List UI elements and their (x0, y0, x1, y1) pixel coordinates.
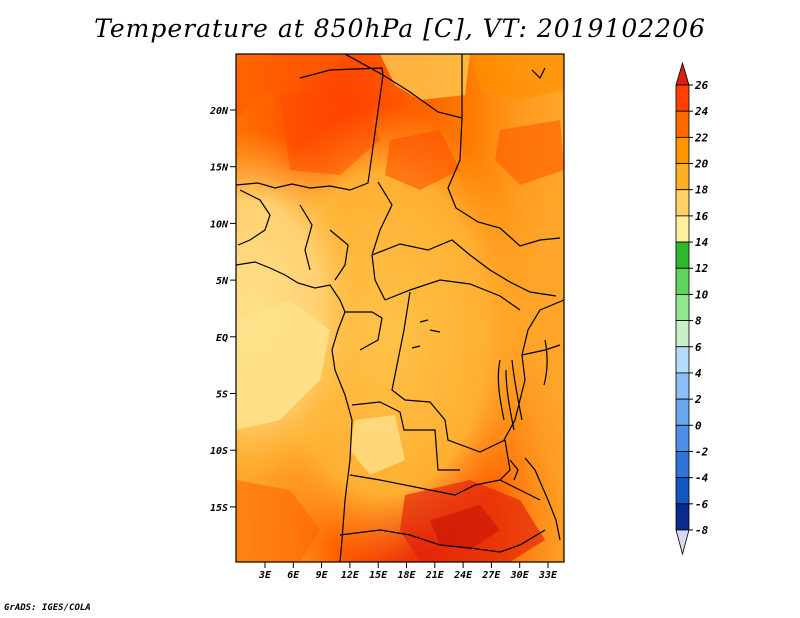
colorbar-level-label: 8 (695, 315, 702, 328)
lon-label: 9E (316, 570, 329, 581)
lon-label: 12E (341, 570, 360, 581)
colorbar-level-label: -6 (695, 498, 709, 511)
lon-label: 18E (397, 570, 416, 581)
colorbar-swatch (675, 189, 690, 217)
latitude-axis: 20N 15N 10N 5N EQ 5S 10S 15S (209, 106, 236, 514)
colorbar-level-label: 12 (695, 262, 709, 275)
lon-label: 6E (287, 570, 300, 581)
lon-label: 24E (453, 570, 473, 581)
colorbar-level-label: 18 (695, 184, 709, 197)
longitude-axis: 3E 6E 9E 12E 15E 18E 21E 24E 27E 30E 33E (258, 562, 558, 581)
colorbar-level-label: 22 (694, 131, 709, 144)
colorbar-level-label: 2 (694, 393, 702, 406)
colorbar-swatch (675, 372, 690, 400)
colorbar-level-label: 4 (695, 367, 702, 380)
colorbar-swatch (675, 84, 690, 112)
colorbar-level-label: 14 (695, 236, 709, 249)
lat-label: 20N (209, 106, 229, 117)
colorbar-swatch (675, 136, 690, 164)
lat-label: 10S (210, 446, 228, 457)
colorbar-swatch (675, 241, 690, 269)
colorbar-swatch (675, 398, 690, 426)
colorbar-swatch (675, 294, 690, 321)
country-borders (236, 54, 564, 562)
lon-label: 27E (481, 570, 501, 581)
colorbar-level-label: -2 (695, 445, 709, 458)
colorbar-swatch (675, 424, 690, 452)
colorbar-top-arrow (675, 61, 690, 86)
lon-label: 30E (510, 570, 530, 581)
colorbar-swatch (675, 346, 690, 374)
colorbar-level-label: 6 (695, 341, 702, 354)
temperature-field (236, 54, 564, 562)
lat-label: 5S (216, 390, 228, 401)
grads-credit: GrADS: IGES/COLA (4, 603, 91, 613)
lat-label: EQ (216, 333, 228, 344)
colorbar-level-label: 26 (694, 79, 709, 92)
lat-label: 10N (210, 219, 229, 230)
colorbar-level-label: 0 (695, 419, 702, 432)
colorbar-swatch (675, 320, 690, 348)
lon-label: 15E (369, 570, 388, 581)
colorbar-swatch (675, 267, 690, 295)
colorbar-swatch (675, 110, 690, 138)
colorbar-swatch (675, 503, 690, 531)
colorbar-level-label: -8 (695, 524, 709, 537)
colorbar-level-label: 20 (694, 158, 709, 171)
colorbar-swatch (675, 477, 690, 505)
colorbar-swatch (675, 451, 690, 479)
lat-label: 15S (210, 503, 228, 514)
colorbar-swatch (675, 215, 690, 243)
chart-title: Temperature at 850hPa [C], VT: 201910220… (94, 14, 706, 43)
map-frame (235, 53, 565, 563)
colorbar-level-label: -4 (695, 472, 709, 485)
lat-label: 15N (210, 163, 229, 174)
lon-label: 21E (425, 570, 445, 581)
colorbar-level-label: 10 (695, 288, 709, 301)
colorbar-level-label: 16 (695, 210, 709, 223)
lon-label: 3E (258, 570, 272, 581)
colorbar-bottom-arrow (675, 529, 690, 556)
lon-label: 33E (538, 570, 558, 581)
lat-label: 5N (216, 276, 229, 287)
colorbar-level-label: 24 (694, 105, 709, 118)
colorbar-swatch (675, 163, 690, 191)
